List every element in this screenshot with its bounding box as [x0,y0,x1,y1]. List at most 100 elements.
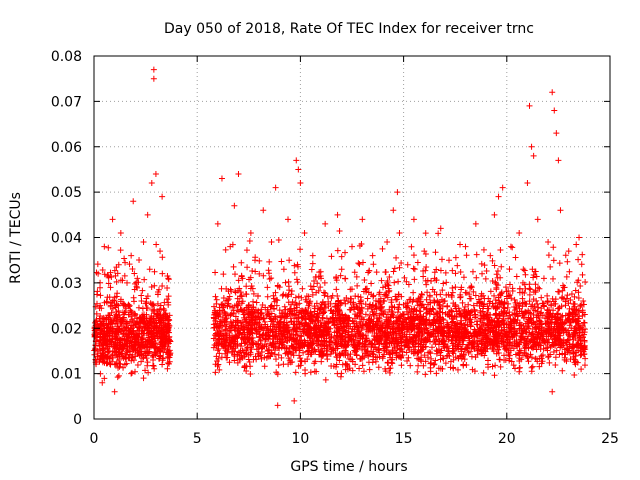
data-point [539,324,546,331]
data-point [138,292,145,299]
data-point [263,354,270,361]
data-point [158,314,165,321]
data-point [157,339,164,346]
data-point [105,274,112,281]
data-point [128,308,135,315]
data-point [144,326,151,333]
data-point [577,283,584,290]
data-point [550,257,557,264]
data-point [147,300,154,307]
data-point [355,260,362,267]
data-point [473,251,480,258]
data-point [502,284,509,291]
data-point [463,252,470,259]
x-axis-title: GPS time / hours [290,459,407,475]
data-point [526,291,533,298]
data-point [138,339,145,346]
data-point [292,369,299,376]
data-point [309,260,316,267]
data-point [115,372,122,379]
data-point [135,279,142,286]
y-tick-label: 0 [73,412,82,428]
data-point [407,362,414,369]
data-point [155,355,162,362]
data-point [96,315,103,322]
data-point [102,316,109,323]
data-point [275,362,282,369]
data-point [501,345,508,352]
data-point [165,293,172,300]
data-point [97,292,104,299]
data-point [525,333,532,340]
data-point [288,287,295,294]
data-point [297,246,304,253]
data-point [498,263,505,270]
data-point [133,283,140,290]
data-point [150,302,157,309]
data-point [153,241,160,248]
data-point [347,351,354,358]
data-point [359,362,366,369]
data-point [452,254,459,261]
data-point [150,308,157,315]
data-point [376,291,383,298]
chart-title: Day 050 of 2018, Rate Of TEC Index for r… [164,21,534,37]
data-point [319,310,326,317]
data-point [115,307,122,314]
data-point [489,363,496,370]
data-point [148,283,155,290]
data-point [525,358,532,365]
data-point [143,311,150,318]
data-point [566,268,573,275]
data-point [114,360,121,367]
data-point [104,353,111,360]
data-point [155,317,162,324]
data-point [510,362,517,369]
data-point [124,344,131,351]
data-point [114,270,121,277]
data-point [133,333,140,340]
data-point [456,307,463,314]
data-point [139,342,146,349]
data-point [533,273,540,280]
data-point [247,363,254,370]
data-point [99,267,106,274]
data-point [94,288,101,295]
data-point [145,369,152,376]
data-point [253,299,260,306]
data-point [249,267,256,274]
data-point [144,293,151,300]
data-point [98,353,105,360]
data-point [160,326,167,333]
data-point [122,302,129,309]
data-point [385,288,392,295]
data-point [472,292,479,299]
data-point [227,311,234,318]
data-point [135,341,142,348]
data-point [501,343,508,350]
data-point [522,271,529,278]
data-point [441,345,448,352]
data-point [121,272,128,279]
data-point [165,316,172,323]
data-point [494,267,501,274]
y-axis-title: ROTI / TECUs [8,192,24,284]
data-point [309,291,316,298]
data-point [156,322,163,329]
data-point [294,304,301,311]
data-point [530,271,537,278]
data-point [440,280,447,287]
data-point [121,309,128,316]
data-point [124,347,131,354]
data-point [218,285,225,292]
data-point [154,345,161,352]
data-point [268,310,275,317]
data-point [240,326,247,333]
data-point [580,301,587,308]
data-point [150,352,157,359]
data-point [487,288,494,295]
data-point [161,315,168,322]
data-point [460,274,467,281]
grid [94,56,610,419]
data-point [133,321,140,328]
